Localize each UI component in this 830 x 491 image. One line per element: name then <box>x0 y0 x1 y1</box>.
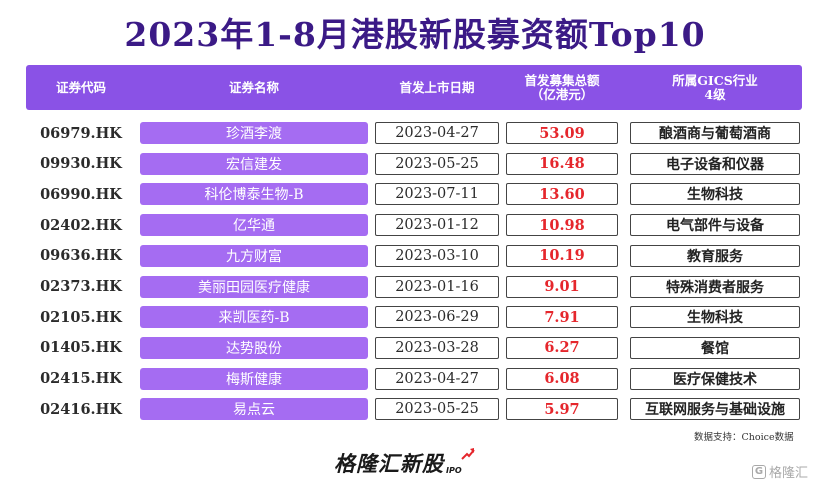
row-amount: 16.48 <box>506 152 618 175</box>
trend-arrow-icon <box>461 448 475 460</box>
row-code: 09636.HK <box>40 247 122 265</box>
row-amount: 13.60 <box>506 183 618 206</box>
table-row: 06979.HK 珍酒李渡 2023-04-27 53.09 酿酒商与葡萄酒商 <box>26 122 802 146</box>
row-code: 06990.HK <box>40 185 122 203</box>
row-code: 06979.HK <box>40 124 122 142</box>
row-code: 02416.HK <box>40 400 122 418</box>
watermark-text: 格隆汇 <box>769 466 809 481</box>
row-industry: 电气部件与设备 <box>630 214 800 237</box>
row-code: 09930.HK <box>40 155 122 173</box>
row-industry: 生物科技 <box>630 306 800 329</box>
row-name: 达势股份 <box>140 336 368 359</box>
table-row: 01405.HK 达势股份 2023-03-28 6.27 餐馆 <box>26 336 802 361</box>
row-industry: 餐馆 <box>630 336 800 359</box>
row-amount: 6.27 <box>506 336 618 359</box>
row-date: 2023-05-25 <box>375 152 499 175</box>
row-amount: 10.98 <box>506 214 618 237</box>
row-name: 宏信建发 <box>140 152 368 175</box>
row-name: 科伦博泰生物-B <box>140 183 368 206</box>
row-date: 2023-01-16 <box>375 275 499 298</box>
row-industry: 互联网服务与基础设施 <box>630 398 800 421</box>
logo-text: 格隆汇新股 <box>334 452 444 476</box>
row-date: 2023-06-29 <box>375 306 499 329</box>
row-industry: 电子设备和仪器 <box>630 152 800 175</box>
page-title: 2023年1-8月港股新股募资额Top10 <box>124 15 706 54</box>
header-name: 证券名称 <box>228 79 279 95</box>
table-row: 09930.HK 宏信建发 2023-05-25 16.48 电子设备和仪器 <box>26 152 802 177</box>
header-industry: 所属GICS行业 4级 <box>672 72 758 102</box>
row-date: 2023-01-12 <box>375 214 499 237</box>
watermark: G 格隆汇 <box>752 462 808 481</box>
row-amount: 9.01 <box>506 275 618 298</box>
row-date: 2023-04-27 <box>375 122 499 144</box>
row-amount: 10.19 <box>506 244 618 267</box>
logo-ipo-label: IPO <box>446 466 462 475</box>
header-date: 首发上市日期 <box>399 79 475 95</box>
brand-logo: 格隆汇新股 IPO <box>334 448 475 478</box>
row-industry: 教育服务 <box>630 244 800 267</box>
row-name: 美丽田园医疗健康 <box>140 275 368 298</box>
row-name: 九方财富 <box>140 244 368 267</box>
table-row: 06990.HK 科伦博泰生物-B 2023-07-11 13.60 生物科技 <box>26 183 802 207</box>
table-row: 09636.HK 九方财富 2023-03-10 10.19 教育服务 <box>26 244 802 269</box>
row-date: 2023-03-10 <box>375 244 499 267</box>
table-row: 02373.HK 美丽田园医疗健康 2023-01-16 9.01 特殊消费者服务 <box>26 275 802 300</box>
data-source-note: 数据支持：Choice数据 <box>694 432 794 443</box>
row-code: 02373.HK <box>40 278 122 295</box>
row-date: 2023-04-27 <box>375 367 499 390</box>
row-industry: 医疗保健技术 <box>630 367 800 390</box>
row-name: 梅斯健康 <box>140 367 368 390</box>
table-row: 02415.HK 梅斯健康 2023-04-27 6.08 医疗保健技术 <box>26 367 802 392</box>
row-name: 来凯医药-B <box>140 306 368 329</box>
row-date: 2023-07-11 <box>375 183 499 206</box>
header-code: 证券代码 <box>55 79 106 95</box>
row-code: 01405.HK <box>40 339 122 357</box>
table-row: 02105.HK 来凯医药-B 2023-06-29 7.91 生物科技 <box>26 306 802 330</box>
row-date: 2023-03-28 <box>375 336 499 359</box>
row-name: 亿华通 <box>140 214 368 237</box>
row-amount: 6.08 <box>506 367 618 390</box>
row-amount: 7.91 <box>506 306 618 329</box>
table-header: 证券代码 证券名称 首发上市日期 首发募集总额 （亿港元） 所属GICS行业 4… <box>26 65 802 110</box>
row-code: 02402.HK <box>40 216 122 234</box>
row-name: 珍酒李渡 <box>140 122 368 144</box>
row-amount: 5.97 <box>506 398 618 421</box>
table-row: 02402.HK 亿华通 2023-01-12 10.98 电气部件与设备 <box>26 214 802 238</box>
row-industry: 特殊消费者服务 <box>630 275 800 298</box>
row-industry: 生物科技 <box>630 183 800 206</box>
row-code: 02415.HK <box>40 370 122 388</box>
row-industry: 酿酒商与葡萄酒商 <box>630 122 800 144</box>
row-amount: 53.09 <box>506 122 618 144</box>
table-row: 02416.HK 易点云 2023-05-25 5.97 互联网服务与基础设施 <box>26 398 802 422</box>
watermark-g-icon: G <box>752 464 766 479</box>
row-name: 易点云 <box>140 398 368 421</box>
row-code: 02105.HK <box>40 308 122 326</box>
row-date: 2023-05-25 <box>375 398 499 421</box>
header-amount: 首发募集总额 （亿港元） <box>524 72 600 102</box>
